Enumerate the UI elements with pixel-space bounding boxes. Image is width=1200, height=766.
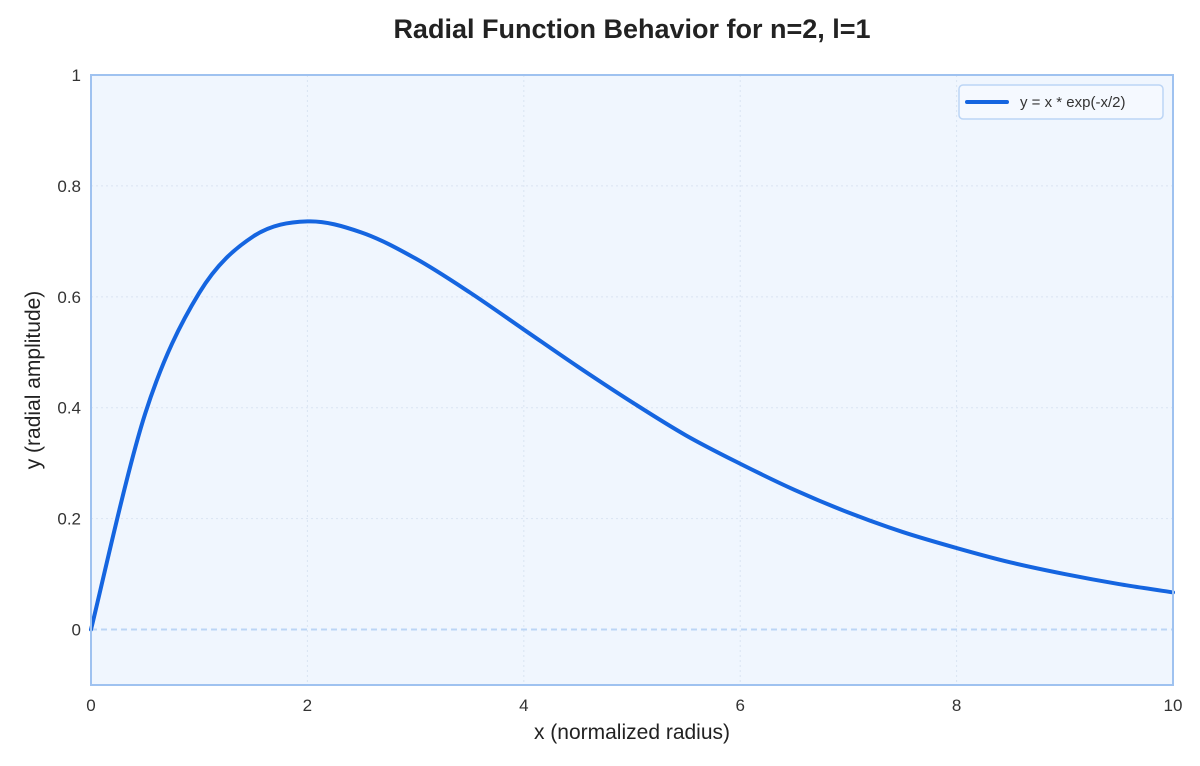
x-tick-label: 8 — [952, 696, 961, 715]
y-tick-label: 0.2 — [57, 510, 81, 529]
legend-box — [958, 84, 1164, 120]
x-axis-ticks: 0 2 4 6 8 10 — [86, 696, 1182, 715]
y-axis-ticks: 0 0.2 0.4 0.6 0.8 1 — [57, 66, 81, 640]
y-tick-label: 0 — [72, 621, 81, 640]
x-tick-label: 10 — [1164, 696, 1183, 715]
y-axis-title: y (radial amplitude) — [22, 291, 45, 470]
y-tick-label: 0.6 — [57, 288, 81, 307]
series-line — [89, 219, 1175, 632]
legend: y = x * exp(-x/2) — [958, 84, 1164, 120]
legend-label: y = x * exp(-x/2) — [1020, 94, 1125, 111]
grid — [91, 75, 1173, 685]
x-tick-label: 2 — [303, 696, 312, 715]
x-tick-label: 6 — [735, 696, 744, 715]
chart-title: Radial Function Behavior for n=2, l=1 — [393, 14, 870, 44]
y-tick-label: 0.4 — [57, 399, 81, 418]
plot-area — [91, 75, 1173, 685]
y-tick-label: 1 — [72, 66, 81, 85]
plot-border — [90, 74, 1174, 686]
y-tick-label: 0.8 — [57, 177, 81, 196]
x-tick-label: 0 — [86, 696, 95, 715]
x-axis-title: x (normalized radius) — [534, 721, 730, 744]
x-tick-label: 4 — [519, 696, 528, 715]
series-layer — [89, 219, 1175, 632]
